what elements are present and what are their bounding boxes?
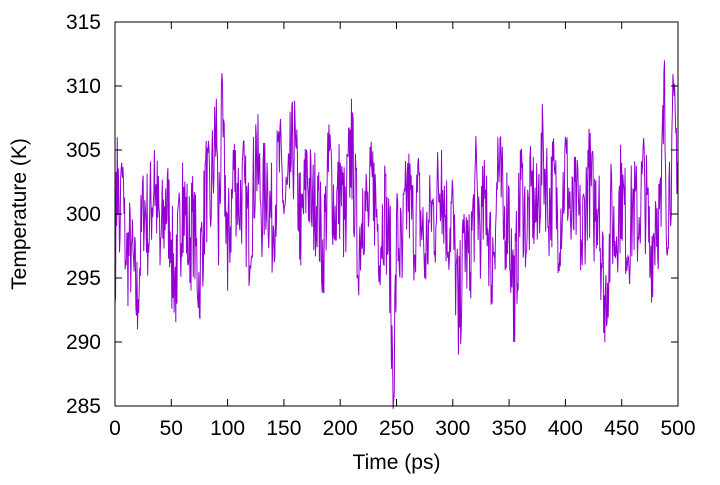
x-tick-label: 200 — [323, 417, 358, 440]
x-tick-label: 0 — [109, 417, 121, 440]
x-tick-label: 250 — [379, 417, 414, 440]
x-axis-label: Time (ps) — [353, 451, 441, 474]
y-tick-label: 315 — [66, 11, 101, 34]
y-tick-label: 300 — [66, 203, 101, 226]
x-tick-label: 350 — [492, 417, 527, 440]
y-axis-label: Temperature (K) — [8, 138, 31, 290]
x-tick-label: 300 — [435, 417, 470, 440]
x-tick-label: 150 — [266, 417, 301, 440]
ticks-layer: 0 50 100 150 200 250 300 350 400 450 500 285 290 295 3… — [66, 11, 696, 440]
x-tick-label: 50 — [160, 417, 183, 440]
y-tick-label: 310 — [66, 75, 101, 98]
y-tick-label: 290 — [66, 331, 101, 354]
x-tick-label: 500 — [660, 417, 695, 440]
series-layer — [114, 60, 679, 409]
x-tick-label: 450 — [604, 417, 639, 440]
x-tick-label: 400 — [548, 417, 583, 440]
y-tick-label: 305 — [66, 139, 101, 162]
y-tick-label: 295 — [66, 267, 101, 290]
x-tick-label: 100 — [210, 417, 245, 440]
y-tick-label: 285 — [66, 395, 101, 418]
temperature-series-line — [114, 60, 679, 409]
